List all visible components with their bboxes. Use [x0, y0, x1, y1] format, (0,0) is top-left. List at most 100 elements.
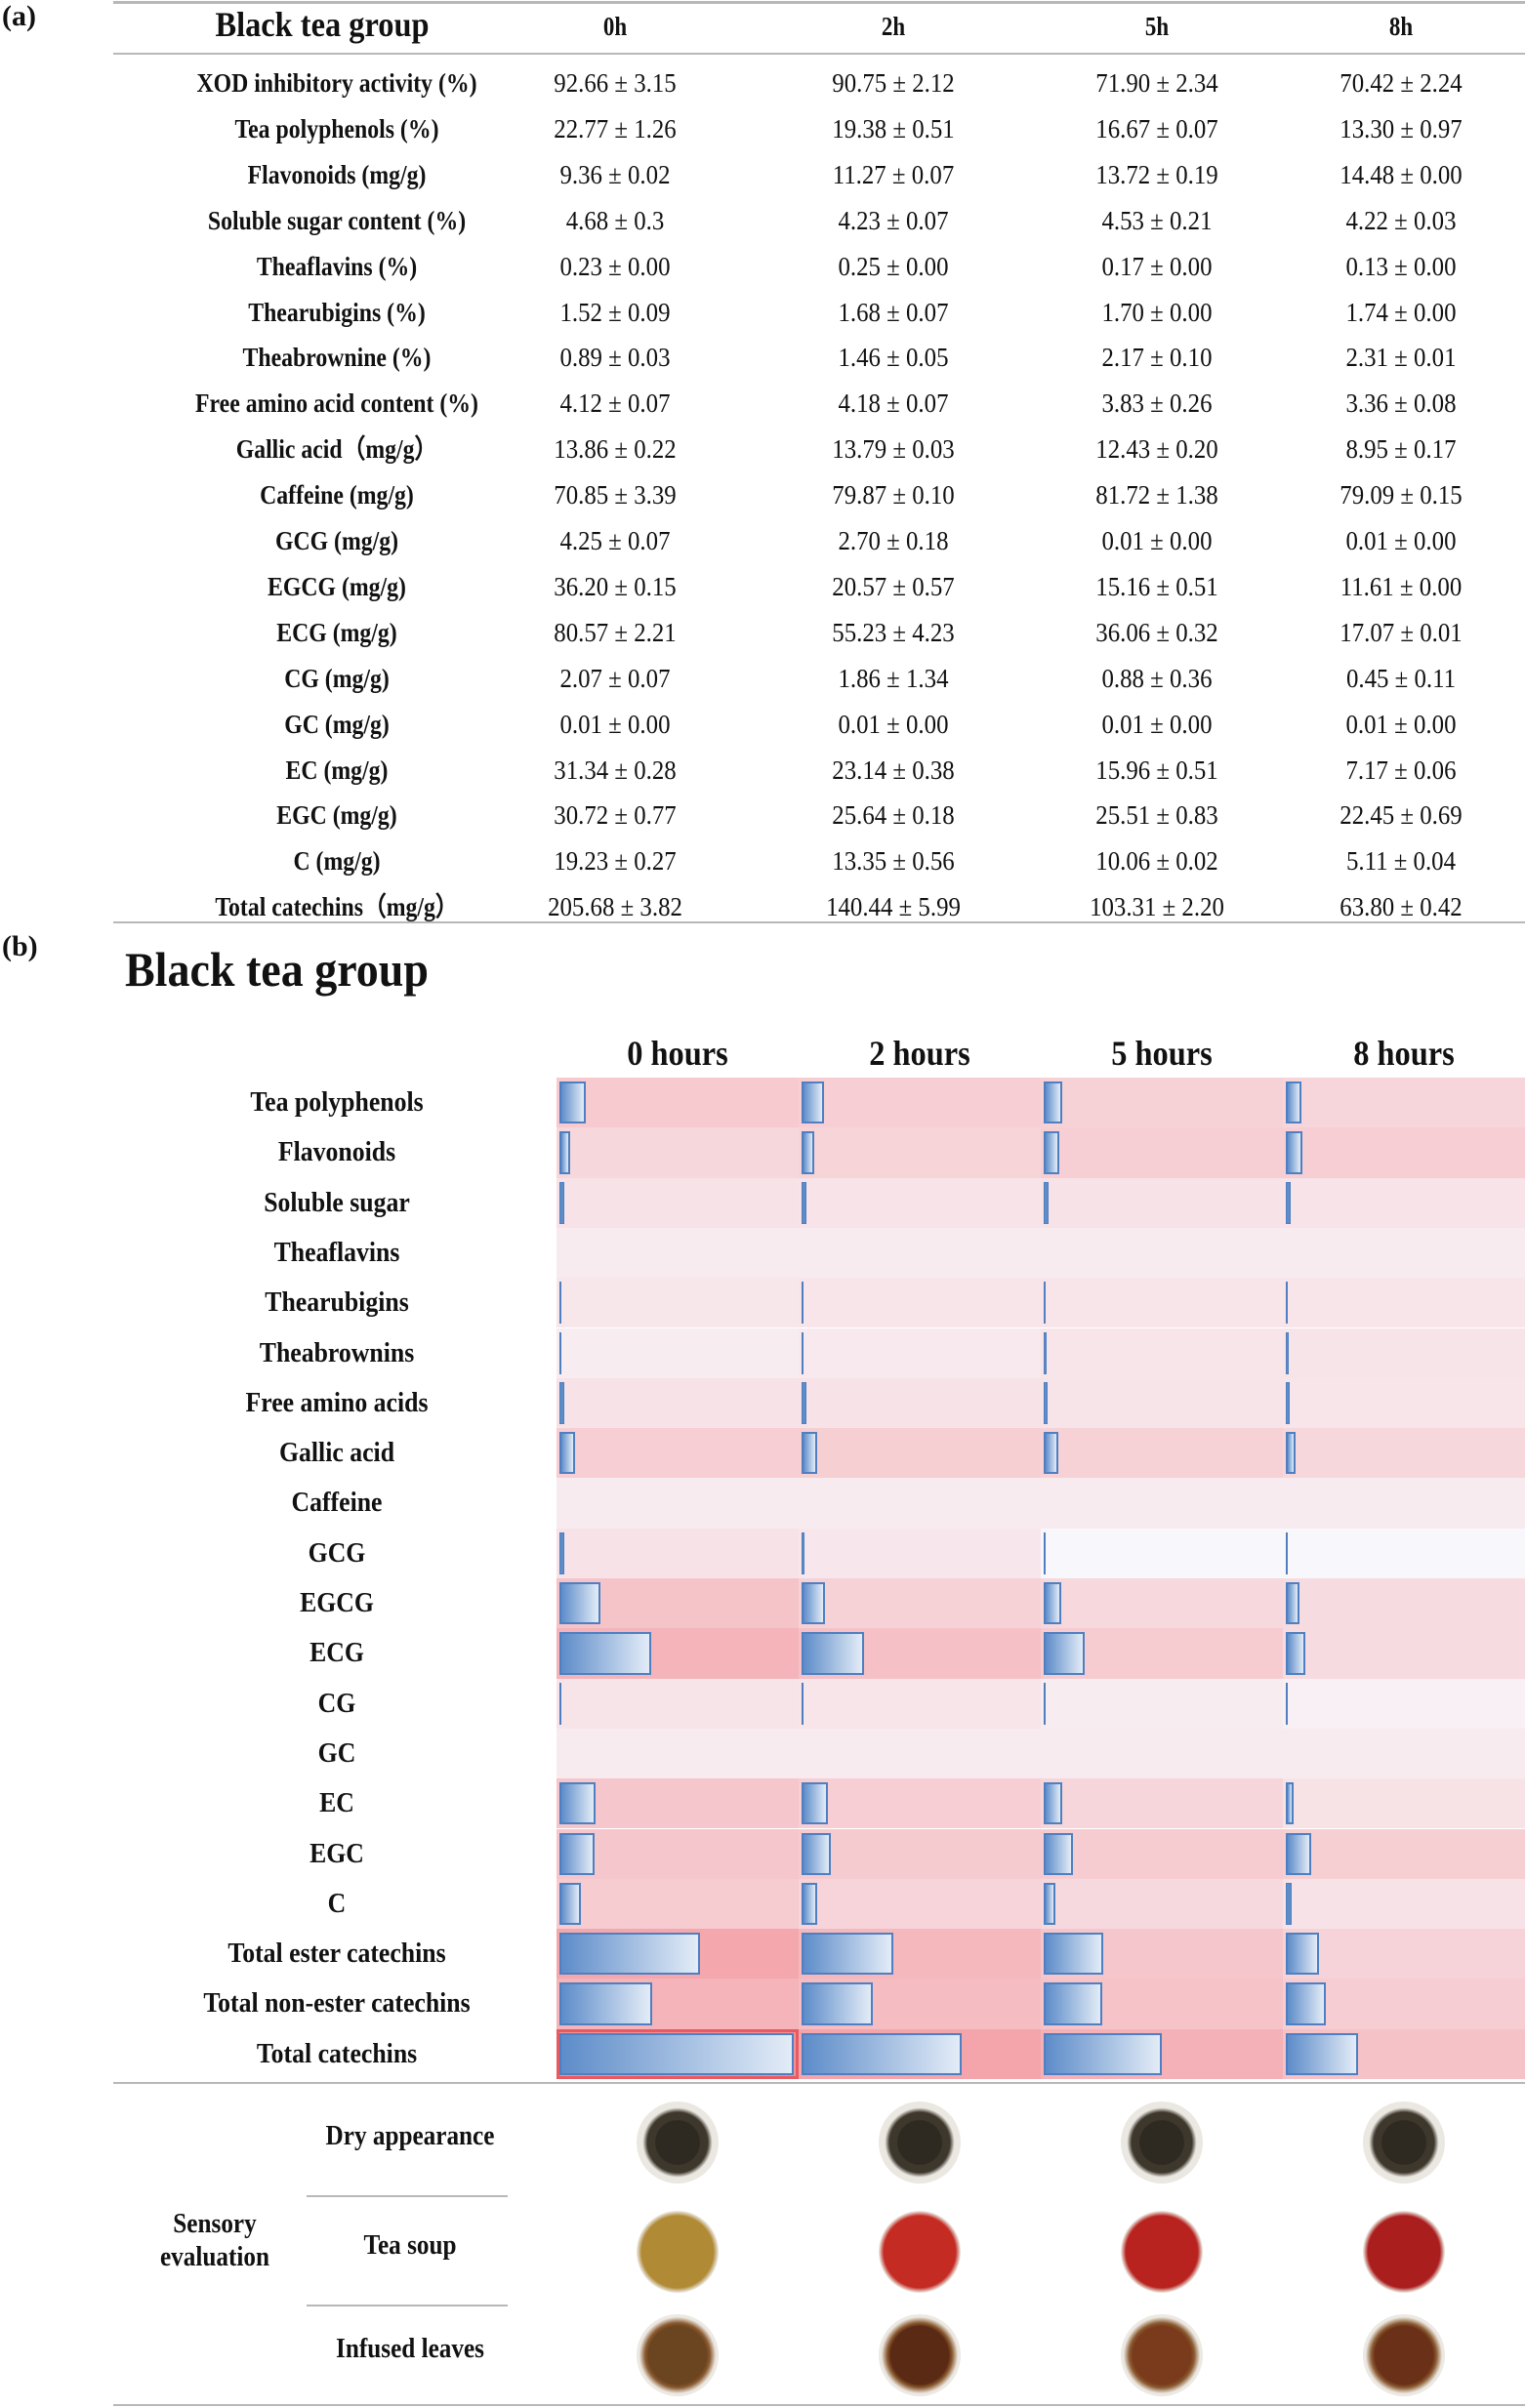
heatmap-bar	[1044, 1331, 1047, 1374]
heatmap-cell	[1041, 1377, 1283, 1429]
table-cell: 0.01 ± 0.00	[559, 709, 671, 739]
table-cell: 36.20 ± 0.15	[554, 571, 677, 601]
table-cell: 0.89 ± 0.03	[559, 343, 671, 373]
heatmap-cell	[799, 1778, 1041, 1829]
chart-row-label: ECG	[309, 1638, 364, 1669]
table-cell: 13.35 ± 0.56	[832, 846, 955, 877]
heatmap-bar	[559, 1682, 562, 1725]
chart-row-label: Total catechins	[256, 2038, 418, 2069]
heatmap-cell	[1041, 1227, 1283, 1279]
heatmap-cell	[1283, 1878, 1525, 1930]
table-cell: 22.45 ± 0.69	[1340, 800, 1463, 831]
table-row: CG (mg/g) 2.07 ± 0.07 1.86 ± 1.34 0.88 ± 0.…	[0, 656, 1525, 701]
table-row-label: Theabrownine (%)	[242, 343, 432, 373]
heatmap-cell	[1283, 1127, 1525, 1178]
table-cell: 19.23 ± 0.27	[554, 846, 677, 877]
table-cell: 92.66 ± 3.15	[554, 68, 677, 98]
table-cell: 0.01 ± 0.00	[838, 709, 949, 739]
table-row: Flavonoids (mg/g) 9.36 ± 0.02 11.27 ± 0.07…	[0, 152, 1525, 197]
table-cell: 80.57 ± 2.21	[554, 617, 677, 647]
chart-row-label: C	[327, 1888, 347, 1919]
table-cell: 25.51 ± 0.83	[1095, 800, 1218, 831]
heatmap-bar	[1044, 1531, 1046, 1574]
heatmap-bar	[1286, 1432, 1297, 1475]
heatmap-bar	[802, 1331, 804, 1374]
chart-row-label: Total ester catechins	[227, 1939, 446, 1970]
table-row: Free amino acid content (%) 4.12 ± 0.07 4.…	[0, 381, 1525, 426]
heatmap-bar	[1044, 1582, 1061, 1625]
table-row-label: Free amino acid content (%)	[195, 388, 478, 419]
heatmap-cell	[556, 1227, 799, 1279]
table-cell: 1.70 ± 0.00	[1101, 297, 1213, 327]
table-row: ECG (mg/g) 80.57 ± 2.21 55.23 ± 4.23 36.06 …	[0, 610, 1525, 655]
heatmap-cell	[1041, 1177, 1283, 1228]
table-cell: 5.11 ± 0.04	[1345, 846, 1457, 877]
heatmap-cell	[1041, 1278, 1283, 1328]
heatmap-bar	[802, 1632, 865, 1675]
heatmap-bar	[802, 1432, 818, 1475]
heatmap-cell	[799, 1428, 1041, 1479]
table-cell: 140.44 ± 5.99	[826, 892, 961, 922]
heatmap-cell	[1283, 1929, 1525, 1979]
heatmap-bar	[1044, 1632, 1086, 1675]
heatmap-cell	[799, 1728, 1041, 1779]
heatmap-cell	[1283, 1327, 1525, 1378]
infused-leaves-icon	[879, 2314, 961, 2396]
heatmap-bar	[1286, 1832, 1312, 1875]
heatmap-bar	[802, 1782, 828, 1825]
table-row: EGCG (mg/g) 36.20 ± 0.15 20.57 ± 0.57 15.16…	[0, 564, 1525, 609]
heatmap-bar	[802, 2032, 962, 2075]
table-cell: 0.17 ± 0.00	[1101, 251, 1213, 281]
chart-row-label: GCG	[308, 1537, 366, 1569]
dry-tea-leaves-icon	[1363, 2102, 1445, 2184]
table-row-label: Theaflavins (%)	[256, 251, 418, 281]
chart-title: Black tea group	[125, 942, 429, 997]
heatmap-cell	[1041, 1678, 1283, 1729]
table-cell: 1.68 ± 0.07	[838, 297, 949, 327]
chart-row-label: Total non-ester catechins	[203, 1988, 471, 2020]
table-row-label: Flavonoids (mg/g)	[247, 159, 427, 189]
table-cell: 0.23 ± 0.00	[559, 251, 671, 281]
chart-row-label: Soluble sugar	[264, 1187, 410, 1218]
heatmap-cell	[1041, 1127, 1283, 1178]
heatmap-cell	[1283, 1828, 1525, 1879]
table-cell: 4.25 ± 0.07	[559, 526, 671, 555]
sensory-top-rule	[113, 2082, 1525, 2084]
heatmap-bar	[559, 1131, 570, 1174]
heatmap-bar	[1044, 1682, 1046, 1725]
heatmap-bar	[802, 1882, 817, 1926]
heatmap-bar	[559, 1082, 586, 1124]
table-cell: 19.38 ± 0.51	[832, 113, 955, 143]
heatmap-cell	[1041, 1778, 1283, 1829]
table-cell: 0.13 ± 0.00	[1345, 251, 1457, 281]
heatmap-cell	[799, 1878, 1041, 1930]
table-row: EC (mg/g) 31.34 ± 0.28 23.14 ± 0.38 15.96 ±…	[0, 748, 1525, 793]
tea-infusion-icon	[1121, 2211, 1203, 2293]
table-row: Caffeine (mg/g) 70.85 ± 3.39 79.87 ± 0.10 8…	[0, 472, 1525, 517]
heatmap-cell	[556, 1478, 799, 1529]
heatmap-bar	[1044, 1832, 1073, 1875]
heatmap-bar	[1044, 1982, 1103, 2025]
sensory-row-divider	[307, 2195, 508, 2197]
heatmap-cell	[1041, 1828, 1283, 1879]
heatmap-bar	[559, 1181, 565, 1224]
heatmap-bar	[802, 1131, 815, 1174]
heatmap-bar	[1044, 1432, 1058, 1475]
table-cell: 25.64 ± 0.18	[832, 800, 955, 831]
heatmap-bar	[1286, 1082, 1301, 1124]
table-cell: 70.42 ± 2.24	[1340, 68, 1463, 98]
table-cell: 3.83 ± 0.26	[1101, 388, 1213, 419]
table-cell: 4.12 ± 0.07	[559, 388, 671, 419]
infused-leaves-icon	[637, 2314, 719, 2396]
table-cell: 17.07 ± 0.01	[1340, 617, 1463, 647]
table-cell: 4.23 ± 0.07	[838, 205, 949, 235]
chart-row-label: EGCG	[300, 1588, 374, 1618]
table-row: Theabrownine (%) 0.89 ± 0.03 1.46 ± 0.05 2.…	[0, 335, 1525, 380]
chart-column-header: 5 hours	[1111, 1034, 1213, 1073]
heatmap-bar	[802, 1531, 805, 1574]
chart-row-label: Thearubigins	[265, 1287, 409, 1319]
table-cell: 22.77 ± 1.26	[554, 113, 677, 143]
heatmap-cell	[1041, 1078, 1283, 1128]
sensory-group-label: Sensory evaluation	[159, 2209, 270, 2272]
table-cell: 63.80 ± 0.42	[1340, 892, 1463, 922]
